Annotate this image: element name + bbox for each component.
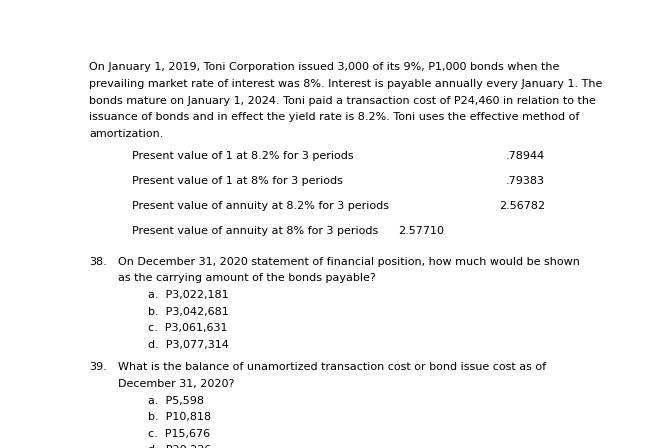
Text: d.  P3,077,314: d. P3,077,314 — [148, 340, 228, 350]
Text: a.  P3,022,181: a. P3,022,181 — [148, 290, 228, 300]
Text: .78944: .78944 — [506, 151, 545, 161]
Text: 39.: 39. — [89, 362, 107, 372]
Text: 38.: 38. — [89, 257, 107, 267]
Text: Present value of annuity at 8% for 3 periods: Present value of annuity at 8% for 3 per… — [133, 226, 378, 236]
Text: issuance of bonds and in effect the yield rate is 8.2%. Toni uses the effective : issuance of bonds and in effect the yiel… — [89, 112, 580, 122]
Text: amortization.: amortization. — [89, 129, 164, 138]
Text: d.  P20,226: d. P20,226 — [148, 445, 211, 448]
Text: Present value of 1 at 8% for 3 periods: Present value of 1 at 8% for 3 periods — [133, 176, 343, 186]
Text: Present value of annuity at 8.2% for 3 periods: Present value of annuity at 8.2% for 3 p… — [133, 201, 390, 211]
Text: 2.56782: 2.56782 — [499, 201, 545, 211]
Text: b.  P10,818: b. P10,818 — [148, 412, 211, 422]
Text: as the carrying amount of the bonds payable?: as the carrying amount of the bonds paya… — [119, 273, 376, 284]
Text: 2.57710: 2.57710 — [398, 226, 444, 236]
Text: bonds mature on January 1, 2024. Toni paid a transaction cost of P24,460 in rela: bonds mature on January 1, 2024. Toni pa… — [89, 95, 596, 105]
Text: b.  P3,042,681: b. P3,042,681 — [148, 306, 228, 317]
Text: On January 1, 2019, Toni Corporation issued 3,000 of its 9%, P1,000 bonds when t: On January 1, 2019, Toni Corporation iss… — [89, 62, 560, 73]
Text: Present value of 1 at 8.2% for 3 periods: Present value of 1 at 8.2% for 3 periods — [133, 151, 354, 161]
Text: a.  P5,598: a. P5,598 — [148, 396, 204, 405]
Text: On December 31, 2020 statement of financial position, how much would be shown: On December 31, 2020 statement of financ… — [119, 257, 580, 267]
Text: What is the balance of unamortized transaction cost or bond issue cost as of: What is the balance of unamortized trans… — [119, 362, 547, 372]
Text: prevailing market rate of interest was 8%. Interest is payable annually every Ja: prevailing market rate of interest was 8… — [89, 79, 603, 89]
Text: December 31, 2020?: December 31, 2020? — [119, 379, 234, 389]
Text: c.  P3,061,631: c. P3,061,631 — [148, 323, 227, 333]
Text: c.  P15,676: c. P15,676 — [148, 429, 210, 439]
Text: .79383: .79383 — [506, 176, 545, 186]
